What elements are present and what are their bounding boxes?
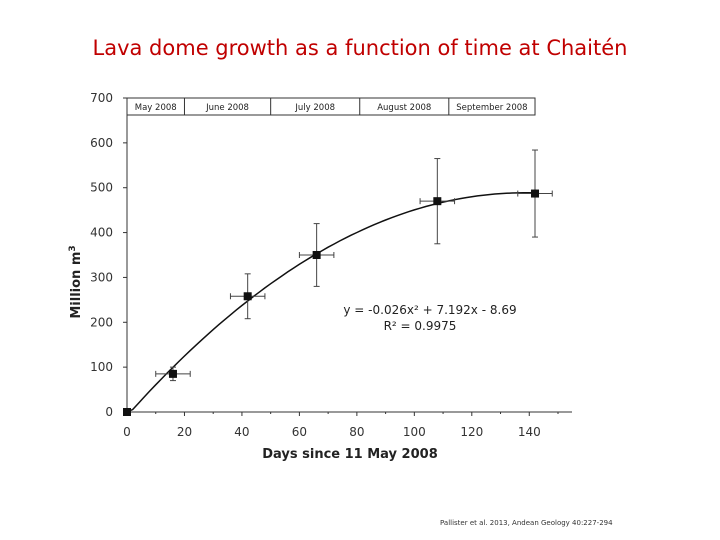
month-label: June 2008 [205, 103, 249, 113]
month-band: May 2008 June 2008 July 2008 August 2008 Sep… [126, 97, 536, 116]
axes: 0 100 200 300 400 500 600 700 0 20 40 60 80 100 120 140 [90, 91, 572, 439]
data-point [433, 197, 442, 206]
fit-curve [126, 192, 536, 413]
y-tick-label: 300 [90, 270, 113, 284]
month-label: August 2008 [377, 103, 431, 113]
y-tick-label: 700 [90, 91, 113, 105]
data-point [312, 251, 321, 259]
month-label: July 2008 [294, 103, 335, 113]
data-points [123, 149, 553, 416]
fit-curve-group [126, 192, 536, 413]
data-point [168, 369, 177, 378]
x-tick-label: 0 [123, 425, 131, 439]
x-tick-label: 20 [177, 425, 192, 439]
fit-r-squared: R² = 0.9975 [384, 319, 457, 333]
x-axis-label: Days since 11 May 2008 [262, 447, 438, 462]
y-tick-label: 500 [90, 181, 113, 195]
y-tick-label: 0 [105, 405, 113, 419]
x-tick-label: 100 [403, 425, 426, 439]
x-tick-label: 140 [518, 425, 541, 439]
x-tick-label: 40 [234, 425, 249, 439]
citation: Pallister et al. 2013, Andean Geology 40… [440, 519, 613, 527]
x-tick-label: 120 [460, 425, 483, 439]
month-label: September 2008 [456, 103, 527, 113]
y-tick-label: 100 [90, 360, 113, 374]
y-axis-label: Million m3 [68, 245, 84, 318]
month-label: May 2008 [135, 103, 177, 113]
x-tick-label: 80 [349, 425, 364, 439]
fit-equation: y = -0.026x² + 7.192x - 8.69 [343, 303, 516, 317]
data-point [123, 408, 131, 416]
y-tick-label: 200 [90, 315, 113, 329]
data-point [531, 189, 540, 198]
data-point [243, 292, 252, 301]
y-tick-label: 400 [90, 226, 113, 240]
y-tick-label: 600 [90, 136, 113, 150]
x-tick-label: 60 [292, 425, 307, 439]
chart-title: Lava dome growth as a function of time a… [92, 36, 628, 60]
